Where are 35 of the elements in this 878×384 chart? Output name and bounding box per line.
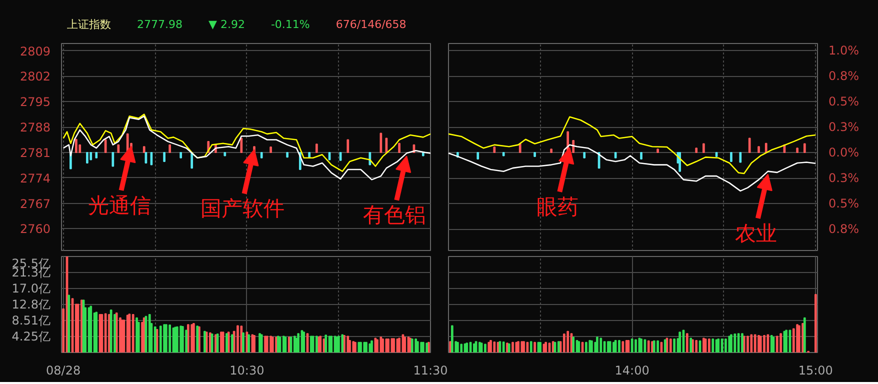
y2-tick-label: 0.8% — [828, 222, 859, 236]
y-tick-label: 2802 — [20, 70, 51, 84]
y-tick-label: 2795 — [20, 95, 51, 110]
y-tick-label: 12.8亿 — [12, 297, 50, 312]
y2-tick-label: 0.0% — [828, 146, 859, 160]
y2-tick-label: 0.3% — [828, 171, 859, 186]
text: -0.11% — [270, 18, 310, 31]
x-tick-label: 08/28 — [46, 364, 81, 378]
y-tick-label: 2767 — [20, 196, 51, 211]
text: 2777.98 — [137, 18, 182, 31]
y-tick-label: 2781 — [20, 146, 51, 160]
text: 676/146/658 — [336, 18, 406, 31]
y-tick-label: 2788 — [20, 120, 51, 135]
y-tick-label: 2774 — [20, 171, 51, 186]
y-tick-label: 2809 — [20, 44, 51, 58]
annotation: 国产软件 — [200, 196, 284, 221]
x-tick-label: 11:30 — [413, 364, 448, 378]
y2-tick-label: 0.3% — [828, 120, 859, 134]
text: ▼ 2.92 — [208, 18, 245, 31]
y-tick-label: 8.51亿 — [12, 313, 50, 328]
annotation: 眼药 — [536, 194, 579, 219]
y2-tick-label: 1.0% — [828, 44, 859, 58]
y-tick-label: 4.25亿 — [12, 330, 50, 344]
x-tick-label: 15:00 — [798, 364, 833, 378]
x-tick-label: 14:00 — [614, 364, 650, 378]
y-tick-label: 17.0亿 — [12, 282, 50, 296]
annotation: 有色铝 — [363, 203, 426, 228]
annotation: 农业 — [734, 221, 777, 246]
chart-title: 上证指数 — [67, 18, 111, 31]
y2-tick-label: 0.8% — [828, 69, 859, 84]
annotation: 光通信 — [88, 193, 151, 218]
y2-tick-label: 0.5% — [828, 94, 859, 109]
x-tick-label: 10:30 — [230, 364, 264, 378]
y2-tick-label: 0.5% — [828, 196, 859, 211]
y-tick-label: 2760 — [20, 222, 51, 236]
